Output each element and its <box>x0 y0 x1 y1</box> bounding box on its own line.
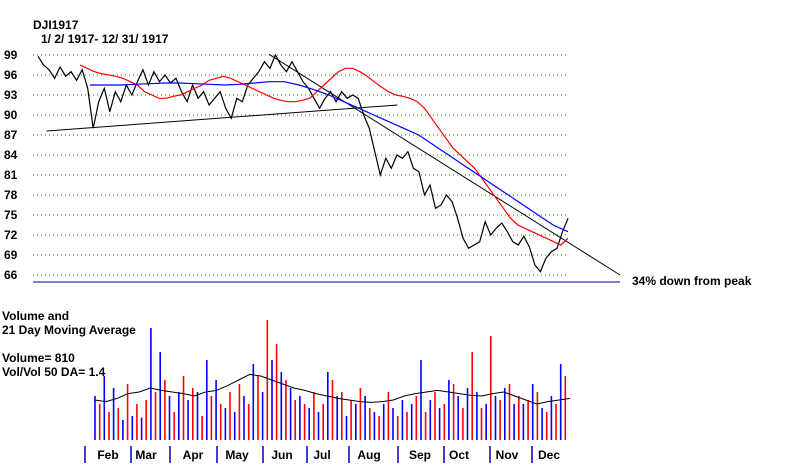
chart-subtitle: 1/ 2/ 1917- 12/ 31/ 1917 <box>41 32 169 46</box>
price-y-tick-label: 72 <box>4 228 18 242</box>
volume-bars <box>94 320 567 440</box>
price-y-tick-label: 81 <box>4 168 18 182</box>
month-label: Jun <box>271 448 292 462</box>
price-y-tick-label: 99 <box>4 48 18 62</box>
volume-subtitle: 21 Day Moving Average <box>2 323 136 337</box>
month-label: Sep <box>409 448 431 462</box>
chart-title: DJI1917 <box>33 18 79 32</box>
price-y-tick-label: 96 <box>4 68 18 82</box>
vol-ratio-readout: Vol/Vol 50 DA= 1.4 <box>2 365 106 379</box>
volume-readout: Volume= 810 <box>2 351 75 365</box>
price-y-tick-label: 69 <box>4 248 18 262</box>
month-label: Oct <box>449 448 469 462</box>
price-trendlines <box>46 53 621 276</box>
price-series-line <box>37 53 569 273</box>
month-axis: Feb Mar Apr May Jun Jul Aug Sep Oct Nov Dec <box>84 446 560 463</box>
price-y-ticks: 99 96 93 90 87 84 81 78 75 72 69 66 <box>4 48 18 282</box>
price-y-tick-label: 84 <box>4 148 18 162</box>
price-y-tick-label: 90 <box>4 108 18 122</box>
price-series <box>37 53 569 273</box>
month-label: May <box>225 448 249 462</box>
price-y-tick-label: 87 <box>4 128 18 142</box>
volume-ma-line <box>94 373 571 405</box>
month-label: Nov <box>496 448 519 462</box>
drawdown-annotation: 34% down from peak <box>632 274 752 288</box>
volume-chart: Volume and 21 Day Moving Average Volume=… <box>2 309 571 463</box>
trendline <box>46 104 398 132</box>
month-label: Jul <box>313 448 330 462</box>
month-label: Apr <box>183 448 204 462</box>
month-label: Feb <box>97 448 118 462</box>
price-series-line <box>79 64 569 246</box>
price-chart: DJI1917 1/ 2/ 1917- 12/ 31/ 1917 9996939… <box>4 18 752 288</box>
price-y-tick-label: 93 <box>4 88 18 102</box>
month-label: Dec <box>538 448 560 462</box>
volume-moving-average <box>94 373 571 405</box>
price-series-line <box>90 81 569 233</box>
price-y-tick-label: 78 <box>4 188 18 202</box>
month-label: Mar <box>135 448 157 462</box>
price-gridlines <box>33 54 568 276</box>
trendline <box>268 53 621 276</box>
month-label: Aug <box>357 448 380 462</box>
price-y-tick-label: 66 <box>4 268 18 282</box>
volume-title: Volume and <box>2 309 69 323</box>
price-y-tick-label: 75 <box>4 208 18 222</box>
